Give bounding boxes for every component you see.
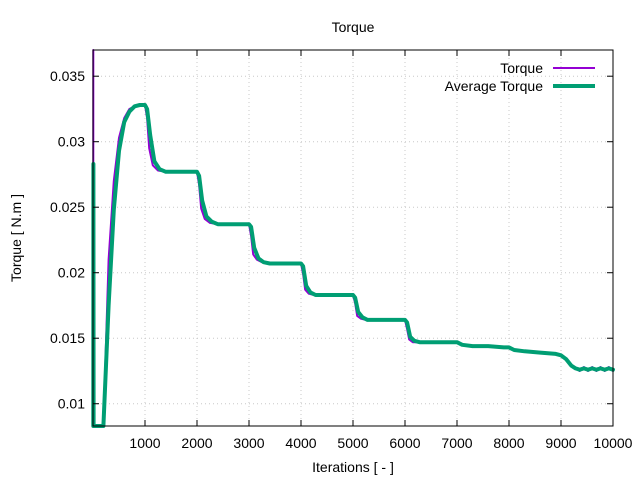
ticks: 1000 2000 3000 4000 5000 6000 7000 8000 9000 1000… bbox=[50, 50, 633, 451]
x-tick-label: 7000 bbox=[441, 435, 472, 451]
y-axis-label: Torque [ N.m ] bbox=[8, 194, 24, 282]
y-tick-label: 0.035 bbox=[50, 68, 85, 84]
x-tick-label: 10000 bbox=[594, 435, 633, 451]
y-tick-label: 0.015 bbox=[50, 330, 85, 346]
x-tick-label: 5000 bbox=[337, 435, 368, 451]
legend-label-1: Average Torque bbox=[445, 78, 544, 94]
x-axis-label: Iterations [ - ] bbox=[312, 459, 394, 475]
x-tick-label: 6000 bbox=[389, 435, 420, 451]
legend-label-0: Torque bbox=[500, 60, 543, 76]
legend: Torque Average Torque bbox=[445, 60, 595, 94]
series-layer bbox=[91, 49, 615, 428]
x-tick-label: 2000 bbox=[181, 435, 212, 451]
y-tick-label: 0.01 bbox=[58, 396, 85, 412]
y-tick-label: 0.025 bbox=[50, 199, 85, 215]
y-tick-label: 0.02 bbox=[58, 265, 85, 281]
x-tick-label: 1000 bbox=[129, 435, 160, 451]
x-tick-label: 3000 bbox=[233, 435, 264, 451]
x-tick-label: 9000 bbox=[545, 435, 576, 451]
x-tick-label: 4000 bbox=[285, 435, 316, 451]
grid bbox=[93, 50, 613, 426]
series-line-1 bbox=[91, 103, 615, 428]
y-tick-label: 0.03 bbox=[58, 134, 85, 150]
x-tick-label: 8000 bbox=[493, 435, 524, 451]
chart-title: Torque bbox=[332, 19, 375, 35]
